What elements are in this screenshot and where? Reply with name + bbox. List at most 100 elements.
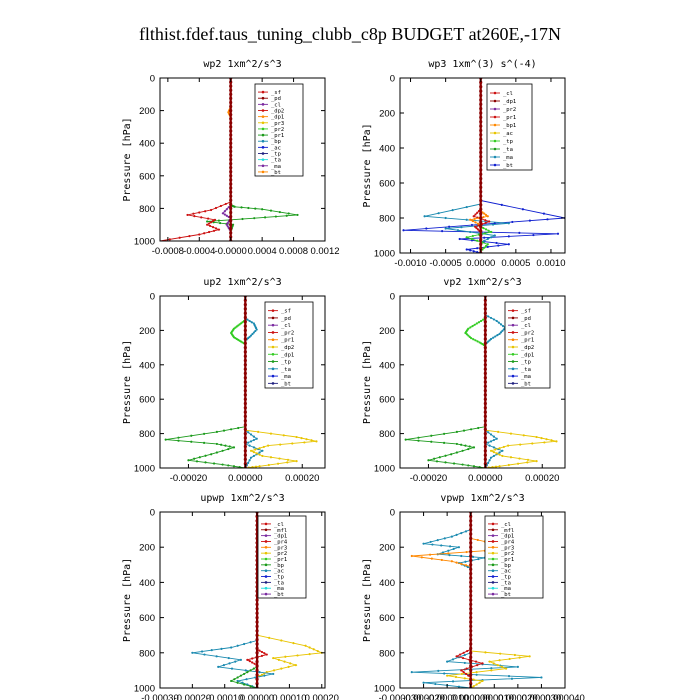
wp2-series-1-point [188, 235, 191, 238]
wp3-series-5-point [479, 216, 483, 220]
vpwp-series-0-point [510, 677, 514, 680]
wp2-xtick-label: 0.0008 [279, 246, 308, 257]
wp2-series-0-point [247, 206, 250, 210]
wp3-ytick-label: 200 [379, 109, 395, 120]
vpwp-series-0-point [475, 673, 478, 676]
upwp-ylabel: Pressure [hPa] [122, 558, 133, 642]
vpwp-series-0-point [431, 543, 434, 546]
upwp-series-2-point [258, 649, 261, 652]
vp2-series-0-point [476, 340, 479, 343]
wp2-series-4-point [229, 157, 233, 162]
vpwp-series-2-point [478, 681, 481, 684]
up2-series-3-point [279, 443, 282, 446]
wp2-series-1-point [192, 212, 195, 215]
wp3-series-5-point [479, 229, 483, 233]
wp3-legend-marker [493, 155, 497, 159]
vp2-series-4-point [483, 358, 487, 363]
wp3-ylabel: Pressure [hPa] [362, 123, 373, 207]
up2-series-1-point [252, 331, 255, 334]
wp2-series-4-point [229, 235, 233, 239]
vp2-legend-label: _ta [521, 367, 531, 373]
upwp-legend-marker [264, 581, 268, 584]
upwp-series-0-point [260, 673, 264, 676]
wp3-xtick-label: -0.0005 [430, 258, 462, 269]
wp3-series-0-point [511, 220, 514, 224]
vp2-legend-label: _dp1 [521, 352, 534, 358]
vpwp-series-4-point [469, 633, 473, 637]
up2-legend-marker [271, 338, 275, 342]
vp2-series-4-markers [483, 296, 487, 468]
vpwp-legend-marker [491, 586, 495, 590]
vpwp-series-3-point [460, 669, 463, 672]
upwp-legend-label: _mfl [274, 528, 287, 534]
vp2-series-2-point [417, 436, 420, 439]
up2-series-3-point [262, 445, 265, 449]
up2-series-3-point [305, 438, 308, 441]
vpwp-legend-label: _pr4 [501, 539, 515, 545]
vp2-series-4-point [483, 311, 487, 315]
upwp-series-5-point [255, 677, 259, 681]
up2-series-4-point [243, 401, 247, 406]
up2-series-2-point [220, 443, 223, 446]
upwp-series-1-point [245, 678, 248, 681]
wp3-series-5-markers [479, 78, 483, 253]
wp2-series-0-line [207, 204, 298, 232]
vpwp-legend-label: _pr3 [501, 545, 514, 551]
up2-series-4-point [243, 354, 247, 358]
upwp-legend-label: _ta [274, 580, 284, 586]
vp2-series-1-point [498, 332, 501, 335]
wp3-legend-marker [493, 91, 497, 95]
wp3-series-2-point [482, 226, 485, 230]
up2-series-1-point [247, 431, 250, 434]
wp3-legend-label: _cl [503, 91, 513, 97]
vp2-series-4-point [483, 380, 487, 384]
wp3-series-2-point [484, 244, 488, 248]
vpwp-series-4-point [469, 541, 473, 545]
vp2-series-4-point [483, 457, 487, 461]
vp2-series-0-point [477, 321, 481, 324]
vpwp-series-2-point [500, 665, 504, 668]
wp2-series-1-point [214, 206, 218, 210]
wp2-series-1-point [212, 229, 216, 232]
vpwp-series-4-markers [469, 512, 473, 688]
upwp-legend-label: _bp [274, 563, 284, 569]
up2-legend-marker [271, 382, 275, 385]
vp2-ytick-label: 800 [379, 429, 395, 440]
vpwp-series-3-point [467, 674, 470, 677]
wp2-ytick-label: 600 [139, 171, 155, 182]
wp3-series-0-point [542, 212, 546, 215]
up2-series-2-point [195, 460, 199, 463]
vpwp-xtick-label: 0.000000 [451, 693, 491, 700]
up2-frame [159, 295, 326, 469]
vp2-legend-marker [511, 309, 515, 312]
wp3-series-5-point [479, 85, 483, 89]
wp2-series-4-point [229, 174, 233, 178]
wp2-series-0-point [285, 214, 288, 217]
vpwp-series-4-point [469, 642, 473, 646]
wp2-series-4-point [229, 88, 233, 92]
wp2-series-1-point [203, 232, 206, 235]
up2-series-4-point [243, 419, 247, 423]
vp2-series-4-point [483, 440, 487, 444]
wp2-ytick-label: 200 [139, 106, 155, 117]
up2-xtick-label: -0.00020 [170, 473, 208, 484]
wp2-series-0-point [269, 209, 273, 212]
up2-series-2-point [212, 462, 216, 465]
up2-series-4-point [243, 444, 247, 449]
vp2-series-1-point [489, 337, 493, 341]
up2-series-4-point [243, 324, 247, 328]
vp2-series-3-point [535, 460, 538, 463]
up2-series-1-point [252, 446, 255, 449]
wp2-series-4-markers [229, 78, 233, 241]
wp2-series-2-point [226, 221, 229, 225]
wp3-series-0-point [493, 222, 496, 225]
vp2-series-1-point [492, 318, 495, 321]
up2-series-0-markers [230, 318, 247, 345]
vp2-series-4-point [483, 401, 487, 406]
up2-series-4-point [243, 298, 247, 302]
upwp-series-5-point [255, 655, 259, 659]
vpwp-series-3-point [462, 651, 465, 654]
upwp-series-1-point [220, 647, 223, 650]
vp2-series-2-point [435, 460, 439, 463]
up2-series-4-markers [243, 296, 247, 468]
